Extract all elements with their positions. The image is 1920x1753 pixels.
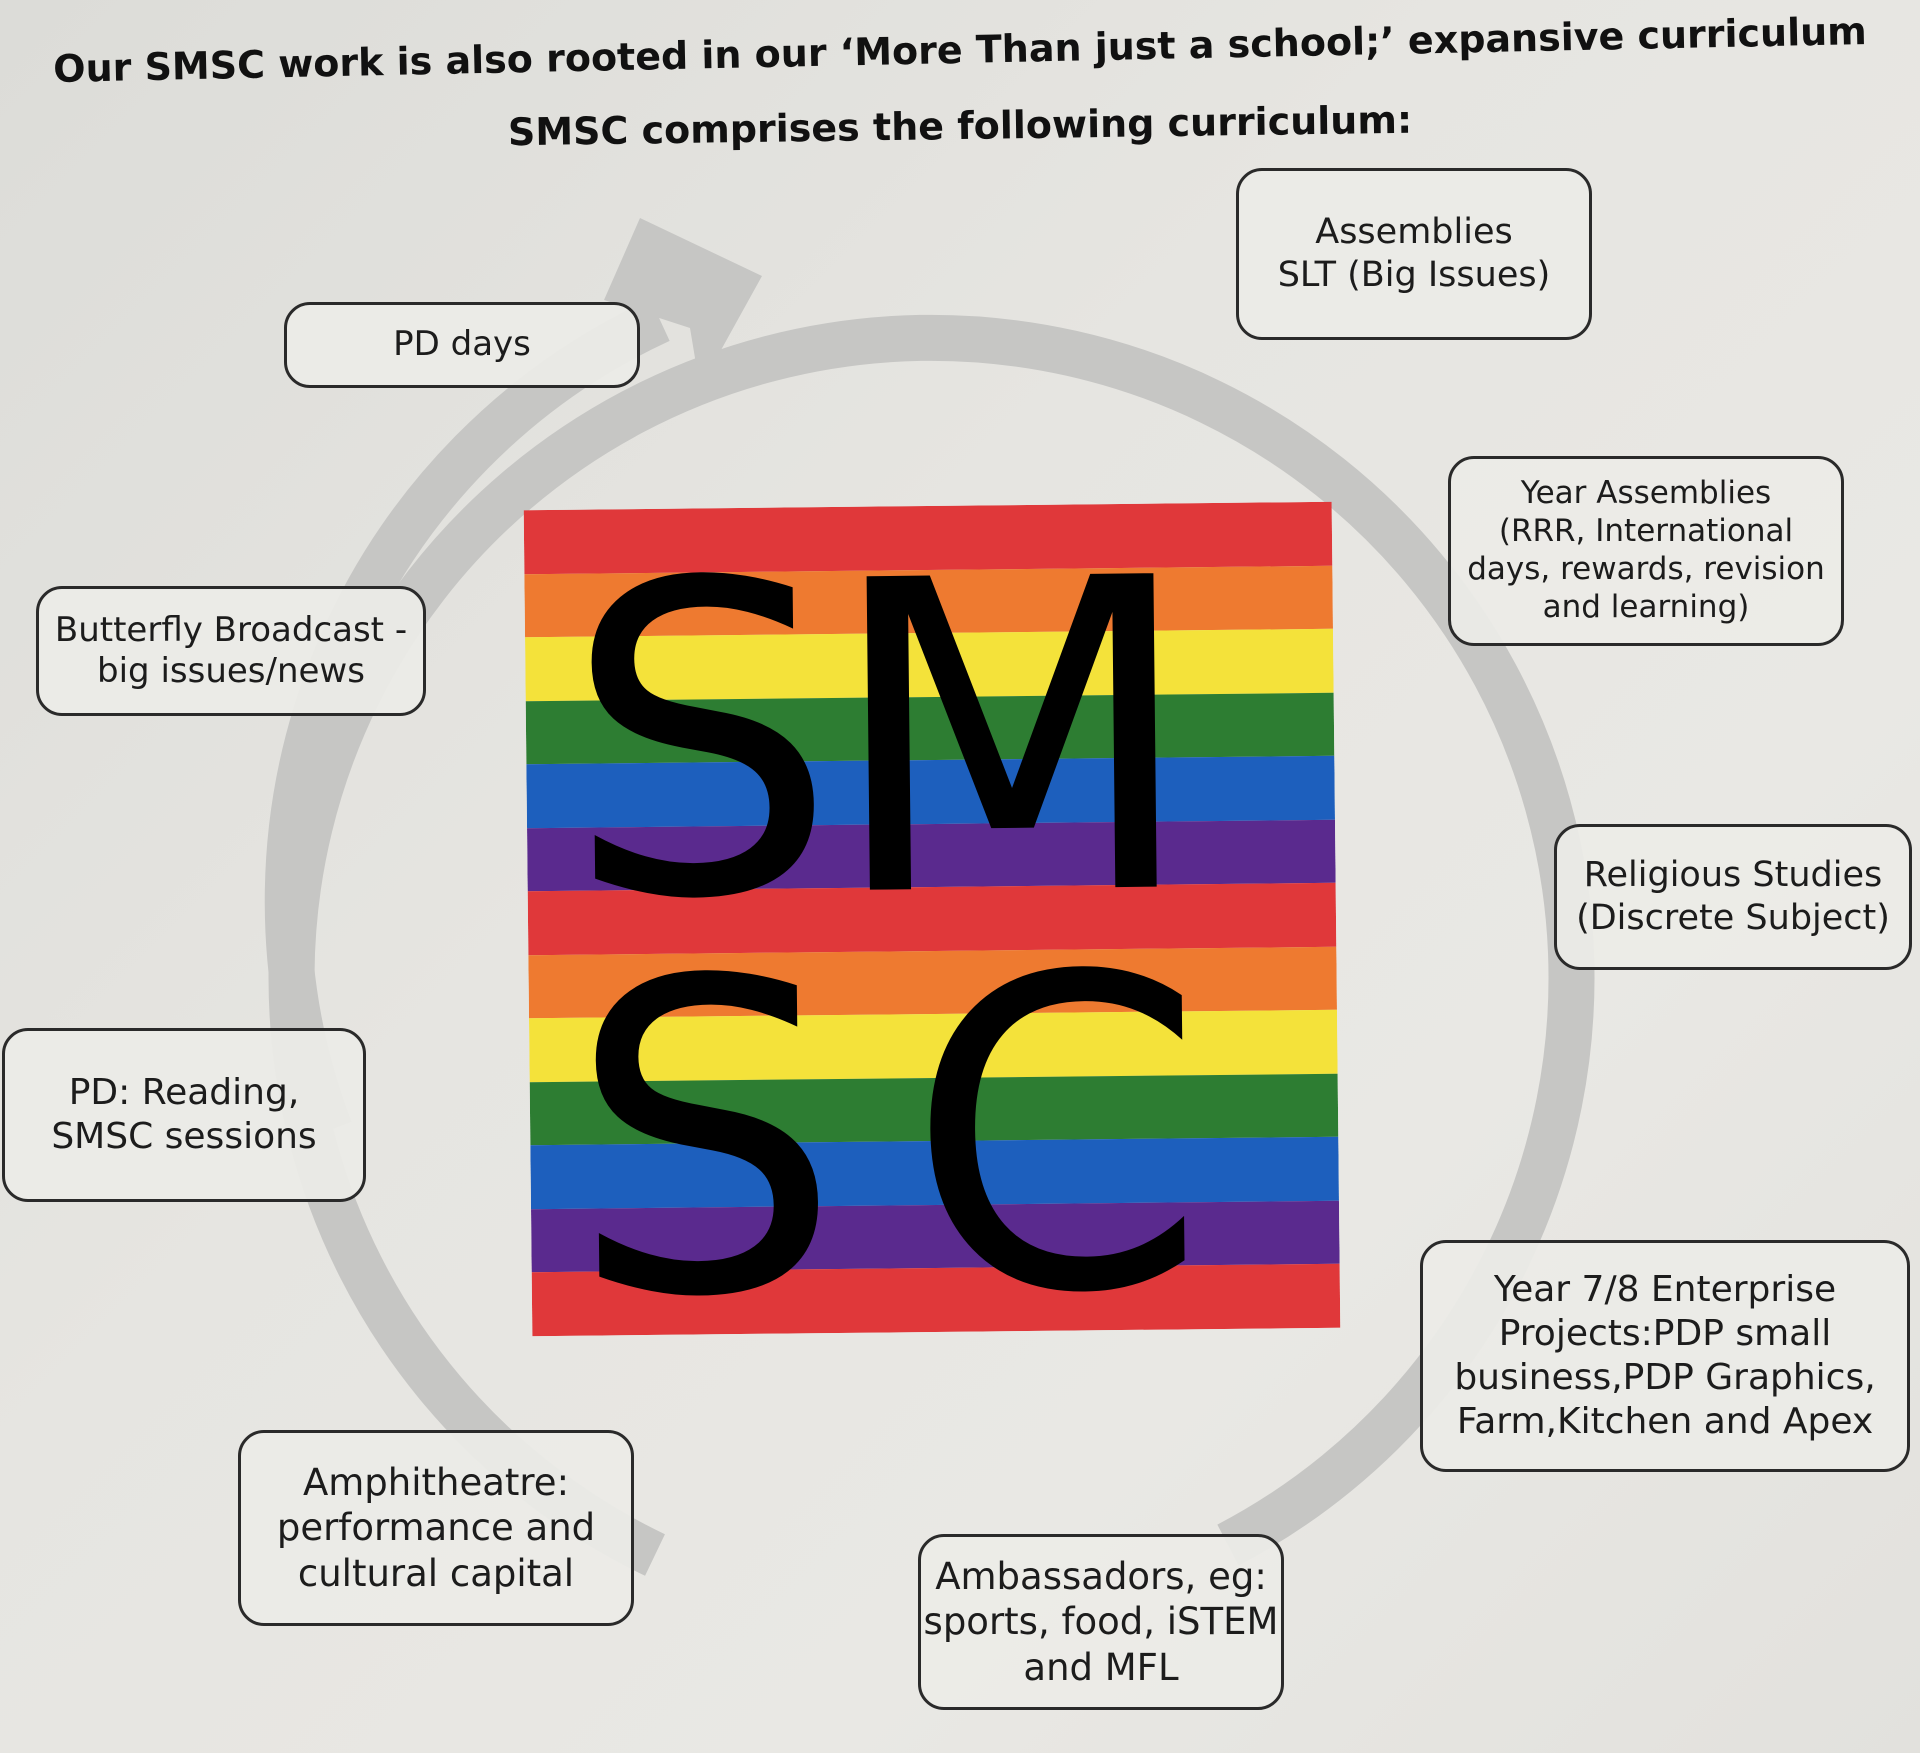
- item-butterfly-broadcast: Butterfly Broadcast - big issues/news: [36, 586, 426, 716]
- item-assemblies: Assemblies SLT (Big Issues): [1236, 168, 1592, 340]
- item-pd-reading: PD: Reading, SMSC sessions: [2, 1028, 366, 1202]
- item-religious-studies: Religious Studies (Discrete Subject): [1554, 824, 1912, 970]
- item-amphitheatre: Amphitheatre: performance and cultural c…: [238, 1430, 634, 1626]
- logo-letter-c: C: [903, 886, 1210, 1337]
- item-year-assemblies: Year Assemblies (RRR, International days…: [1448, 456, 1844, 646]
- item-ambassadors: Ambassadors, eg: sports, food, iSTEM and…: [918, 1534, 1284, 1710]
- item-enterprise-projects: Year 7/8 Enterprise Projects:PDP small b…: [1420, 1240, 1910, 1472]
- smsc-rainbow-logo: S M S C: [523, 501, 1341, 1337]
- item-pd-days: PD days: [284, 302, 640, 388]
- logo-letter-s2: S: [565, 889, 844, 1337]
- arrowhead-icon: [604, 218, 762, 388]
